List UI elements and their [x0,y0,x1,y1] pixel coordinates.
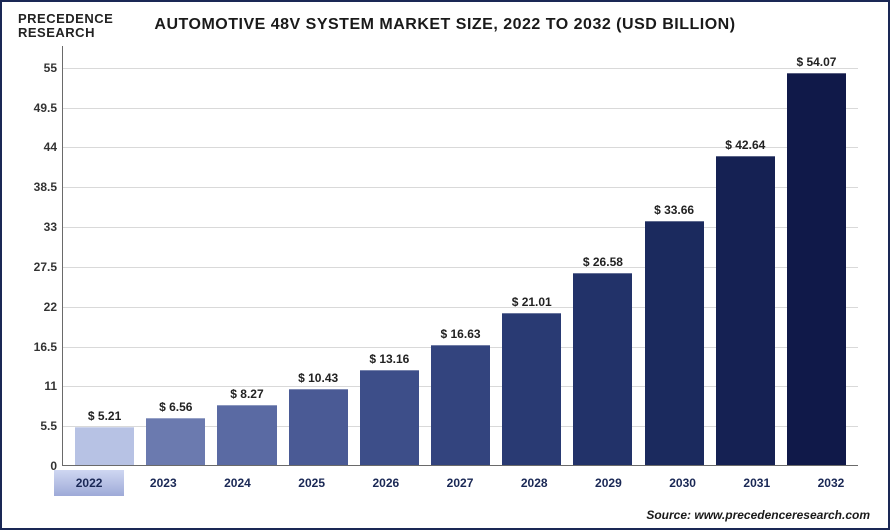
y-tick-label: 11 [23,379,57,393]
x-tick-label: 2023 [128,470,198,496]
bar-value-label: $ 26.58 [583,255,623,269]
y-tick-label: 33 [23,220,57,234]
x-tick-label: 2028 [499,470,569,496]
bar-value-label: $ 5.21 [88,409,121,423]
y-tick-label: 16.5 [23,340,57,354]
x-tick-label: 2032 [796,470,866,496]
x-tick-label: 2026 [351,470,421,496]
brand-line2: RESEARCH [18,26,113,40]
bar-value-label: $ 21.01 [512,295,552,309]
bar-wrap: $ 33.66 [641,46,708,465]
y-tick-label: 27.5 [23,260,57,274]
bar-wrap: $ 21.01 [498,46,565,465]
chart-area: 05.51116.52227.53338.54449.555 $ 5.21$ 6… [62,46,858,466]
bar-wrap: $ 8.27 [213,46,280,465]
y-tick-label: 49.5 [23,101,57,115]
bar-value-label: $ 13.16 [369,352,409,366]
bar [573,273,632,465]
bar-value-label: $ 16.63 [441,327,481,341]
x-tick-label: 2031 [722,470,792,496]
brand-logo: PRECEDENCE RESEARCH [18,12,113,41]
bar-wrap: $ 13.16 [356,46,423,465]
chart-xaxis: 2022202320242025202620272028202920302031… [46,470,874,496]
bar-wrap: $ 6.56 [142,46,209,465]
bar-wrap: $ 42.64 [712,46,779,465]
bar-wrap: $ 5.21 [71,46,138,465]
bar [431,345,490,465]
bar [146,418,205,466]
bar-wrap: $ 54.07 [783,46,850,465]
bar [716,156,775,465]
chart-title: AUTOMOTIVE 48V SYSTEM MARKET SIZE, 2022 … [18,16,872,34]
bar-value-label: $ 54.07 [796,55,836,69]
brand-line1: PRECEDENCE [18,12,113,26]
x-tick-label: 2027 [425,470,495,496]
bar [645,221,704,465]
bar-value-label: $ 42.64 [725,138,765,152]
bar [787,73,846,465]
bar-value-label: $ 10.43 [298,371,338,385]
y-tick-label: 22 [23,300,57,314]
bar [289,389,348,465]
x-tick-label: 2029 [573,470,643,496]
y-tick-label: 5.5 [23,419,57,433]
x-tick-label: 2024 [202,470,272,496]
bar [217,405,276,465]
x-tick-label: 2022 [54,470,124,496]
bar [502,313,561,465]
x-tick-label: 2025 [277,470,347,496]
bar-value-label: $ 8.27 [230,387,263,401]
bar-wrap: $ 16.63 [427,46,494,465]
y-tick-label: 38.5 [23,180,57,194]
bar-wrap: $ 26.58 [569,46,636,465]
y-tick-label: 44 [23,140,57,154]
source-text: Source: www.precedenceresearch.com [646,508,870,522]
bar-value-label: $ 33.66 [654,203,694,217]
y-tick-label: 55 [23,61,57,75]
bar-value-label: $ 6.56 [159,400,192,414]
bar [360,370,419,465]
chart-bars: $ 5.21 $ 6.56 $ 8.27 $ 10.43 $ 13.16 $ 16.63 $… [63,46,858,465]
bar [75,427,134,465]
bar-wrap: $ 10.43 [285,46,352,465]
x-tick-label: 2030 [648,470,718,496]
